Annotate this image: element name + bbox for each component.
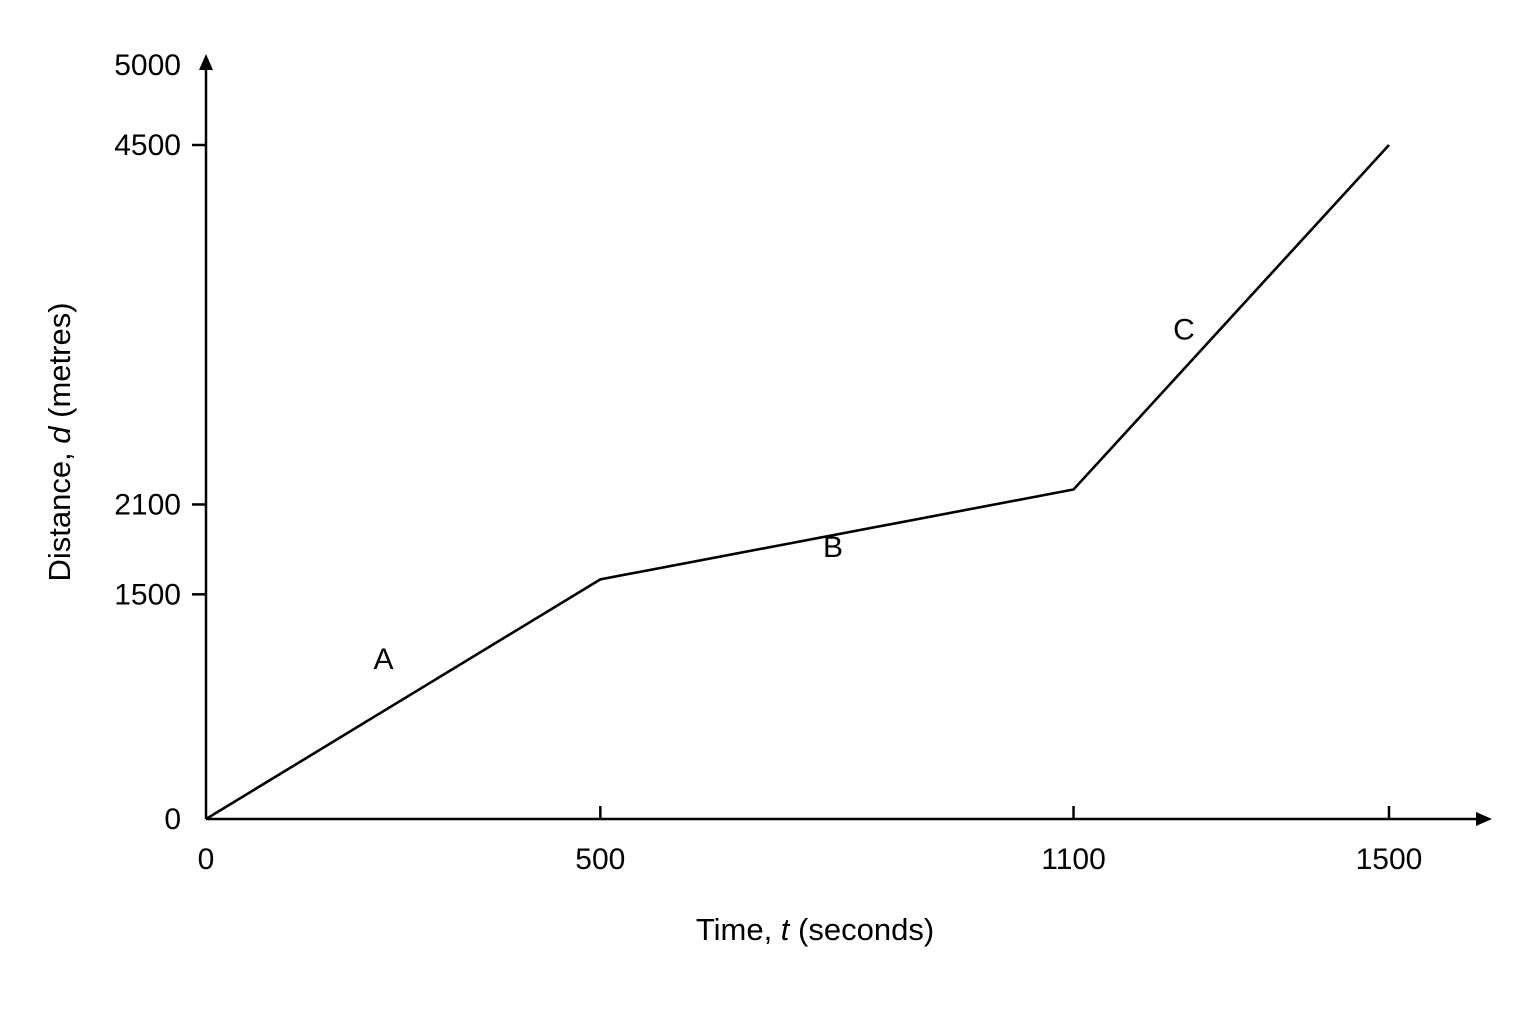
x-axis-label-var: t <box>781 912 791 947</box>
y-ticks: 0 1500 2100 4500 5000 <box>114 49 206 836</box>
y-axis-label-var: d <box>42 425 77 444</box>
y-axis-arrow <box>199 54 213 70</box>
x-tick-label: 500 <box>575 843 625 876</box>
segment-label: B <box>823 531 843 564</box>
y-tick-label: 1500 <box>114 578 181 611</box>
x-tick-label: 0 <box>198 843 215 876</box>
y-axis-label-suffix: (metres) <box>42 302 77 426</box>
y-tick-label: 2100 <box>114 488 181 521</box>
series <box>205 144 1390 821</box>
x-axis-label-suffix: (seconds) <box>789 912 934 947</box>
x-axis-label-prefix: Time, <box>696 912 781 947</box>
x-axis-label: Time, t (seconds) <box>696 912 934 947</box>
y-tick-label: 5000 <box>114 49 181 82</box>
y-axis-label: Distance, d (metres) <box>42 302 77 581</box>
y-axis-label-prefix: Distance, <box>42 444 77 582</box>
axes <box>199 54 1492 826</box>
segment-labels: A B C <box>373 314 1194 677</box>
x-ticks: 0 500 1100 1500 <box>198 806 1423 876</box>
segment-label: C <box>1173 314 1195 347</box>
x-axis-arrow <box>1476 812 1492 826</box>
y-tick-label: 0 <box>164 803 181 836</box>
x-tick-label: 1100 <box>1041 843 1106 876</box>
x-tick-label: 1500 <box>1356 843 1423 876</box>
y-tick-label: 4500 <box>114 129 181 162</box>
series-line <box>205 144 1390 821</box>
segment-label: A <box>373 643 393 676</box>
